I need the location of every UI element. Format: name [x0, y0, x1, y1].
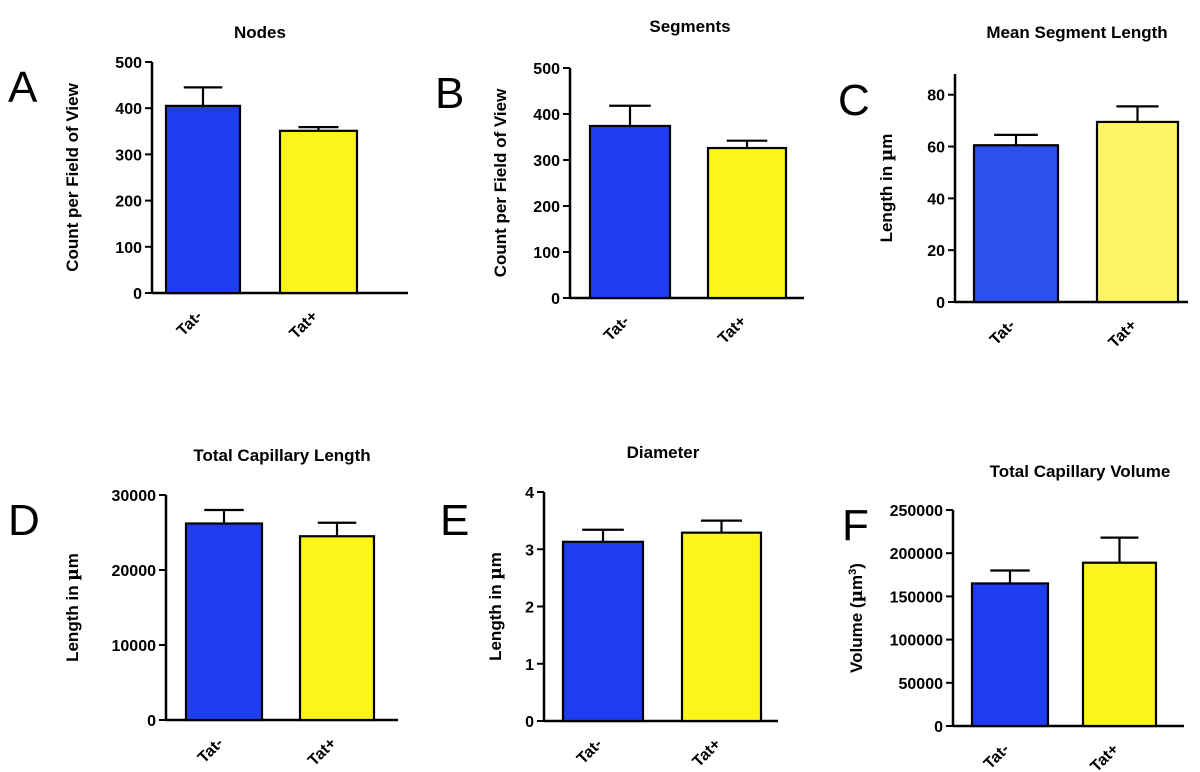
y-tick-label: 400	[115, 101, 142, 118]
y-axis-label: Count per Field of View	[63, 82, 82, 271]
y-axis-label-part: µ	[877, 149, 897, 161]
y-axis-label-part: Length in	[877, 161, 896, 242]
y-tick-label: 300	[533, 153, 560, 170]
x-category-label: Tat-	[601, 313, 633, 345]
chart-panel-e: E Diameter Length in µm 0 1 2 3 4 Tat- Tat+	[440, 443, 778, 771]
y-tick-label: 400	[533, 107, 560, 124]
y-axis-label-part: µ	[486, 567, 506, 579]
chart-panel-b: B Segments Count per Field of View 0 100 200 3…	[435, 17, 804, 348]
y-tick-label: 500	[115, 55, 142, 72]
chart-title: Mean Segment Length	[986, 23, 1167, 42]
y-axis-label: Length in µm	[63, 553, 83, 662]
chart-title: Nodes	[234, 23, 286, 42]
y-tick-label: 0	[147, 713, 156, 730]
chart-title: Total Capillary Volume	[990, 462, 1171, 481]
y-tick-label: 100	[115, 240, 142, 257]
x-category-label: Tat-	[174, 308, 206, 340]
x-category-label: Tat-	[195, 735, 227, 767]
y-axis-label-part: Volume (	[847, 602, 866, 673]
y-tick-label: 0	[133, 286, 142, 303]
y-tick-label: 50000	[899, 676, 944, 693]
y-tick-label: 0	[525, 714, 534, 731]
chart-title: Diameter	[627, 443, 700, 462]
y-tick-label: 200	[533, 199, 560, 216]
y-tick-label: 10000	[112, 638, 157, 655]
y-axis-label: Length in µm	[877, 134, 897, 243]
y-tick-label: 250000	[890, 503, 943, 520]
y-axis-label-part: Count per Field of View	[63, 82, 82, 271]
bar-tatplus	[278, 129, 359, 295]
bar-tatplus	[706, 146, 788, 300]
chart-panel-f: F Total Capillary Volume Volume (µm3) 0 5000…	[842, 462, 1184, 772]
bar-tatplus	[1095, 120, 1180, 304]
bar-tatplus	[298, 535, 376, 722]
bar-tatplus	[1081, 561, 1158, 728]
x-category-label: Tat+	[690, 736, 725, 771]
x-category-label: Tat-	[987, 317, 1019, 349]
panel-letter: A	[8, 63, 38, 112]
y-tick-label: 0	[936, 295, 945, 312]
x-category-label: Tat+	[1106, 317, 1141, 352]
y-tick-label: 60	[927, 140, 945, 157]
x-category-label: Tat+	[287, 308, 322, 343]
y-tick-label: 0	[551, 291, 560, 308]
panel-letter: B	[435, 69, 464, 118]
y-tick-label: 0	[934, 719, 943, 736]
y-tick-label: 200	[115, 194, 142, 211]
x-category-label: Tat-	[981, 741, 1013, 772]
bar-tatminus	[164, 104, 242, 295]
y-tick-label: 40	[927, 191, 945, 208]
y-axis-label-part: m	[847, 575, 866, 590]
bar-tatminus	[561, 540, 645, 723]
y-tick-label: 300	[115, 147, 142, 164]
y-axis-label-part: Length in	[63, 581, 82, 662]
y-axis-label-part: Count per Field of View	[491, 88, 510, 277]
chart-panel-a: A Nodes Count per Field of View 0 100 200 300 4…	[8, 23, 408, 343]
y-tick-label: 150000	[890, 589, 943, 606]
panel-letter: D	[8, 496, 40, 545]
y-tick-label: 30000	[112, 488, 157, 505]
bar-tatminus	[972, 144, 1060, 304]
y-axis-label-part: 3	[847, 569, 859, 575]
bar-tatminus	[588, 124, 672, 300]
y-axis-label-part: m	[63, 553, 82, 568]
chart-title: Total Capillary Length	[193, 446, 370, 465]
y-axis-label-part: )	[847, 563, 866, 569]
y-axis-label-part: µ	[847, 590, 867, 602]
chart-title: Segments	[649, 17, 730, 36]
y-tick-label: 200000	[890, 546, 943, 563]
y-axis-label-part: µ	[63, 568, 83, 580]
x-category-label: Tat+	[715, 313, 750, 348]
chart-panel-d: D Total Capillary Length Length in µm 0 1000…	[8, 446, 398, 770]
y-tick-label: 1	[525, 657, 534, 674]
panel-letter: C	[838, 76, 870, 125]
y-axis-label-part: Length in	[486, 580, 505, 661]
y-tick-label: 80	[927, 88, 945, 105]
y-axis-label: Count per Field of View	[491, 88, 510, 277]
y-tick-label: 100000	[890, 633, 943, 650]
x-category-label: Tat-	[574, 736, 606, 768]
y-tick-label: 500	[533, 61, 560, 78]
y-axis-label-part: m	[877, 134, 896, 149]
y-axis-label: Length in µm	[486, 552, 506, 661]
y-tick-label: 3	[525, 542, 534, 559]
y-axis-label: Volume (µm3)	[847, 563, 867, 673]
y-tick-label: 20	[927, 243, 945, 260]
y-tick-label: 4	[525, 485, 534, 502]
bar-tatminus	[970, 582, 1050, 728]
bar-tatminus	[184, 522, 264, 722]
x-category-label: Tat+	[305, 735, 340, 770]
bar-tatplus	[680, 531, 763, 723]
x-category-label: Tat+	[1088, 741, 1123, 772]
chart-panel-c: C Mean Segment Length Length in µm 0 20 40 60 8…	[838, 23, 1188, 352]
y-axis-label-part: m	[486, 552, 505, 567]
panel-letter: E	[440, 496, 469, 545]
panel-letter: F	[842, 501, 869, 550]
y-tick-label: 100	[533, 245, 560, 262]
y-tick-label: 2	[525, 600, 534, 617]
y-tick-label: 20000	[112, 563, 157, 580]
